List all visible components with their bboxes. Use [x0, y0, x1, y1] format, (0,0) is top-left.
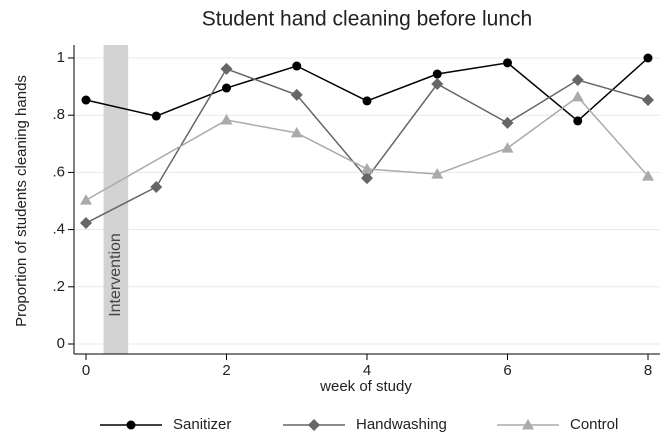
marker — [220, 62, 233, 75]
series-line — [85, 95, 649, 201]
y-tick-label: .4 — [52, 221, 65, 238]
x-tick-label: 0 — [82, 362, 90, 379]
marker — [222, 83, 231, 93]
marker — [290, 88, 303, 101]
x-tick-label: 8 — [644, 362, 652, 379]
marker — [81, 95, 91, 105]
legend-label: Handwashing — [356, 416, 447, 433]
marker — [571, 90, 584, 102]
marker — [150, 180, 163, 193]
x-axis-label: week of study — [319, 378, 412, 395]
legend-marker — [308, 419, 320, 431]
chart-title: Student hand cleaning before lunch — [202, 8, 532, 31]
legend-label: Control — [570, 416, 618, 433]
marker — [501, 142, 514, 153]
intervention-shade — [103, 45, 129, 354]
marker — [501, 116, 514, 129]
shade-label: Intervention — [107, 233, 124, 317]
marker — [642, 94, 654, 107]
marker — [642, 170, 654, 181]
legend-label: Sanitizer — [173, 416, 231, 433]
legend-marker — [522, 419, 534, 430]
marker — [292, 61, 302, 71]
marker — [362, 96, 372, 106]
y-tick-label: 1 — [57, 49, 65, 66]
y-tick-label: 0 — [57, 335, 65, 352]
marker — [573, 116, 583, 126]
marker — [80, 217, 92, 230]
marker — [432, 69, 442, 79]
marker — [361, 172, 373, 185]
x-tick-label: 6 — [503, 362, 511, 379]
marker — [361, 162, 373, 174]
marker — [290, 126, 303, 138]
y-tick-label: .6 — [52, 163, 65, 180]
y-axis-label: Proportion of students cleaning hands — [13, 75, 30, 327]
marker — [80, 194, 92, 205]
marker — [431, 168, 444, 179]
marker — [643, 53, 653, 63]
marker — [431, 78, 444, 91]
y-tick-label: .8 — [52, 106, 65, 123]
marker — [151, 111, 161, 121]
y-tick-label: .2 — [52, 278, 65, 295]
x-tick-label: 2 — [222, 362, 230, 379]
legend-marker — [126, 420, 136, 430]
x-tick-label: 4 — [363, 362, 371, 379]
marker — [503, 58, 512, 68]
marker — [220, 114, 233, 125]
marker — [571, 74, 584, 87]
